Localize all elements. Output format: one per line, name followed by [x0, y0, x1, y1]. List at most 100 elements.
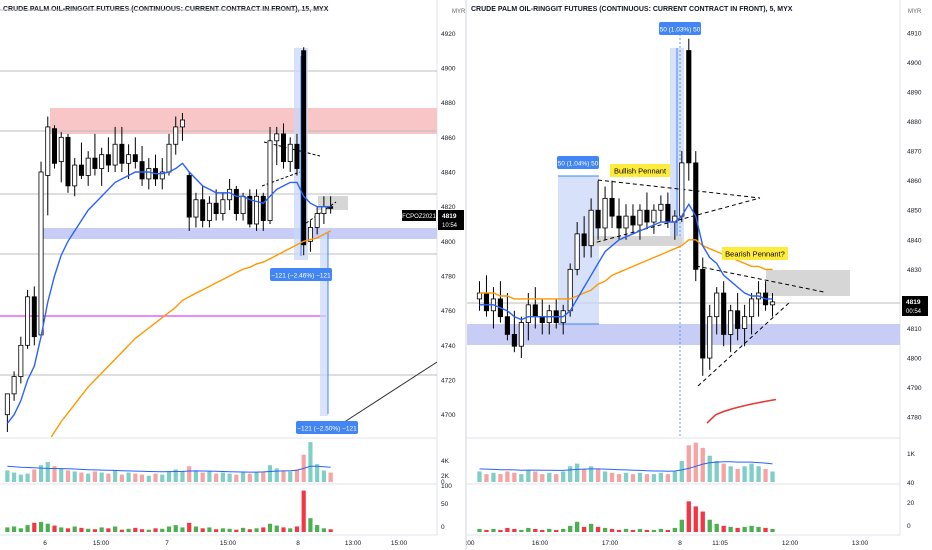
candle	[25, 289, 31, 349]
candle-body	[665, 203, 671, 223]
oscillator-bar	[32, 522, 37, 532]
volume-bar	[38, 465, 44, 482]
candle-body	[31, 296, 37, 338]
candle	[735, 293, 741, 341]
oscillator-bar	[187, 522, 192, 532]
volume-tick-label: 4K	[441, 458, 450, 465]
volume-bar	[679, 461, 684, 482]
volume-bar	[240, 471, 246, 482]
candle-body	[112, 143, 118, 166]
candle	[483, 275, 490, 317]
oscillator-bar	[294, 526, 300, 532]
right-oscillator-pane	[477, 501, 775, 532]
volume-bar	[588, 466, 594, 482]
candle	[301, 47, 307, 256]
candle-body	[294, 143, 300, 169]
oscillator-tick-label: 40	[907, 480, 915, 487]
right-x-axis: :00 16:00 17:00 8 11:05 12:00 13:00	[465, 540, 868, 547]
volume-bar	[45, 462, 50, 482]
x-tick-label: 8	[678, 540, 682, 547]
candle	[179, 113, 185, 141]
oscillator-bar	[126, 528, 131, 532]
x-tick-label: :00	[465, 540, 474, 547]
volume-bar	[630, 474, 636, 482]
x-tick-label: 15:00	[220, 540, 237, 547]
candle-body	[595, 209, 601, 229]
candle-body	[637, 209, 643, 226]
candle-body	[52, 128, 57, 164]
right-oscillator-axis: 40 20 0	[907, 480, 915, 530]
volume-bar	[173, 469, 178, 482]
candle-body	[567, 268, 573, 312]
candle-body	[679, 162, 685, 217]
y-tick-label: 4810	[907, 326, 922, 333]
candle	[52, 125, 57, 169]
x-tick-label: 8	[296, 540, 300, 547]
volume-bar	[200, 472, 205, 482]
candle-body	[45, 126, 51, 176]
x-tick-label: 15:00	[391, 540, 408, 547]
candle	[227, 178, 233, 211]
svg-text:00:54: 00:54	[906, 309, 922, 315]
candle	[166, 133, 172, 176]
y-tick-label: 4840	[441, 170, 456, 177]
candle	[287, 137, 293, 172]
oscillator-bar	[616, 529, 622, 532]
right-grey-box	[588, 236, 682, 246]
left-last-price-tag: 4819 10:54	[438, 210, 464, 230]
x-tick-label: 15:00	[93, 540, 110, 547]
oscillator-bar	[214, 529, 219, 532]
volume-bar	[595, 468, 601, 482]
oscillator-bar	[153, 528, 158, 532]
candle	[260, 192, 266, 231]
oscillator-bar	[99, 527, 104, 532]
volume-bar	[113, 470, 118, 482]
right-y-axis: 4780479048004810482048304840485048604870…	[907, 30, 922, 421]
volume-bar	[193, 470, 199, 482]
oscillator-bar	[207, 527, 212, 532]
candle	[139, 146, 145, 186]
x-tick-label: 11:05	[712, 540, 728, 547]
oscillator-bar	[763, 527, 768, 532]
candle	[602, 186, 608, 240]
left-ema-fast-line	[6, 162, 331, 424]
candle-body	[609, 197, 615, 217]
y-tick-label: 4760	[441, 308, 456, 315]
candle-body	[714, 292, 720, 318]
volume-bar	[658, 472, 664, 482]
candle-body	[314, 213, 320, 228]
left-oscillator-pane	[5, 490, 333, 532]
candle-body	[274, 133, 280, 142]
oscillator-bar	[25, 525, 30, 532]
volume-bar	[288, 471, 293, 482]
volume-tick-label: 1K	[907, 451, 916, 458]
volume-bar	[220, 472, 225, 482]
volume-bar	[234, 474, 239, 482]
oscillator-bar	[658, 528, 664, 532]
volume-bar	[254, 472, 259, 482]
volume-bar	[735, 468, 740, 482]
volume-bar	[714, 461, 719, 482]
candle-body	[321, 206, 327, 215]
candle-body	[254, 195, 260, 225]
volume-bar	[540, 474, 545, 482]
candle	[749, 293, 755, 335]
candle	[31, 286, 37, 346]
candle-body	[630, 215, 636, 226]
candle-body	[328, 206, 334, 209]
candle	[504, 293, 510, 341]
candle-body	[287, 143, 293, 162]
oscillator-bar	[602, 527, 608, 532]
candle	[651, 204, 657, 234]
oscillator-bar	[281, 527, 286, 532]
y-tick-label: 4860	[441, 135, 456, 142]
oscillator-bar	[5, 527, 10, 532]
candle	[146, 158, 152, 190]
candle	[65, 133, 71, 193]
right-bearish-pennant-line	[695, 265, 825, 293]
volume-bar	[65, 470, 71, 482]
oscillator-bar	[92, 529, 98, 532]
candle	[247, 189, 253, 228]
volume-bar	[227, 473, 232, 482]
left-x-axis: 6 15:00 7 15:00 8 13:00 15:00	[43, 540, 407, 547]
